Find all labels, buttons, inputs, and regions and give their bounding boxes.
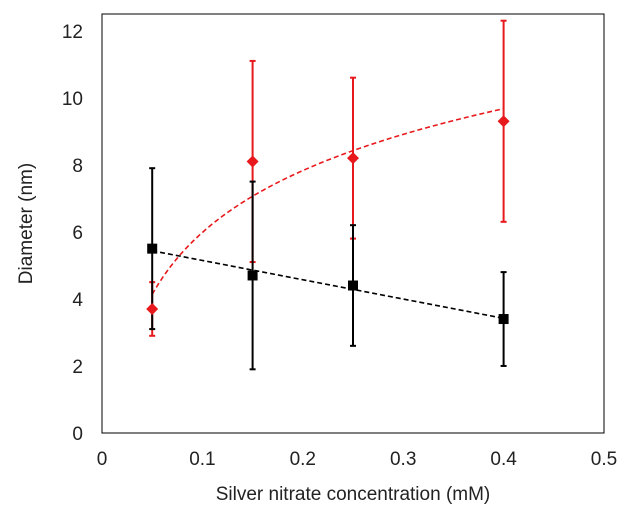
data-point-square	[348, 280, 358, 291]
y-tick-label: 10	[62, 89, 83, 110]
data-point-diamond	[497, 115, 510, 128]
x-tick-label: 0.2	[290, 449, 316, 470]
y-tick-labels: 0 2 4 6 8 10 12	[62, 22, 84, 445]
x-tick-label: 0.5	[591, 449, 617, 470]
y-axis-title: Diameter (nm)	[16, 163, 37, 284]
x-tick-label: 0	[97, 449, 108, 470]
y-tick-label: 2	[72, 357, 83, 378]
x-axis-title: Silver nitrate concentration (mM)	[216, 484, 491, 505]
y-tick-label: 8	[72, 156, 83, 177]
y-tick-label: 0	[72, 424, 83, 445]
data-point-square	[247, 270, 258, 281]
x-tick-labels: 0 0.1 0.2 0.3 0.4 0.5	[97, 449, 618, 470]
plot-frame	[101, 13, 605, 434]
x-tick-label: 0.4	[490, 449, 517, 470]
data-point-diamond	[347, 152, 359, 165]
error-bars	[149, 19, 507, 371]
trendline-series-2	[152, 250, 504, 320]
y-tick-label: 4	[72, 290, 83, 311]
x-tick-label: 0.3	[390, 449, 416, 470]
data-points	[146, 115, 510, 325]
data-point-diamond	[146, 302, 159, 315]
data-point-square	[147, 243, 158, 254]
trendlines	[151, 107, 504, 320]
y-tick-label: 6	[72, 223, 83, 244]
x-tick-label: 0.1	[189, 449, 215, 470]
trendline-series-1	[151, 107, 504, 295]
data-point-square	[498, 314, 509, 325]
data-point-diamond	[246, 155, 259, 168]
y-tick-label: 12	[62, 22, 83, 43]
